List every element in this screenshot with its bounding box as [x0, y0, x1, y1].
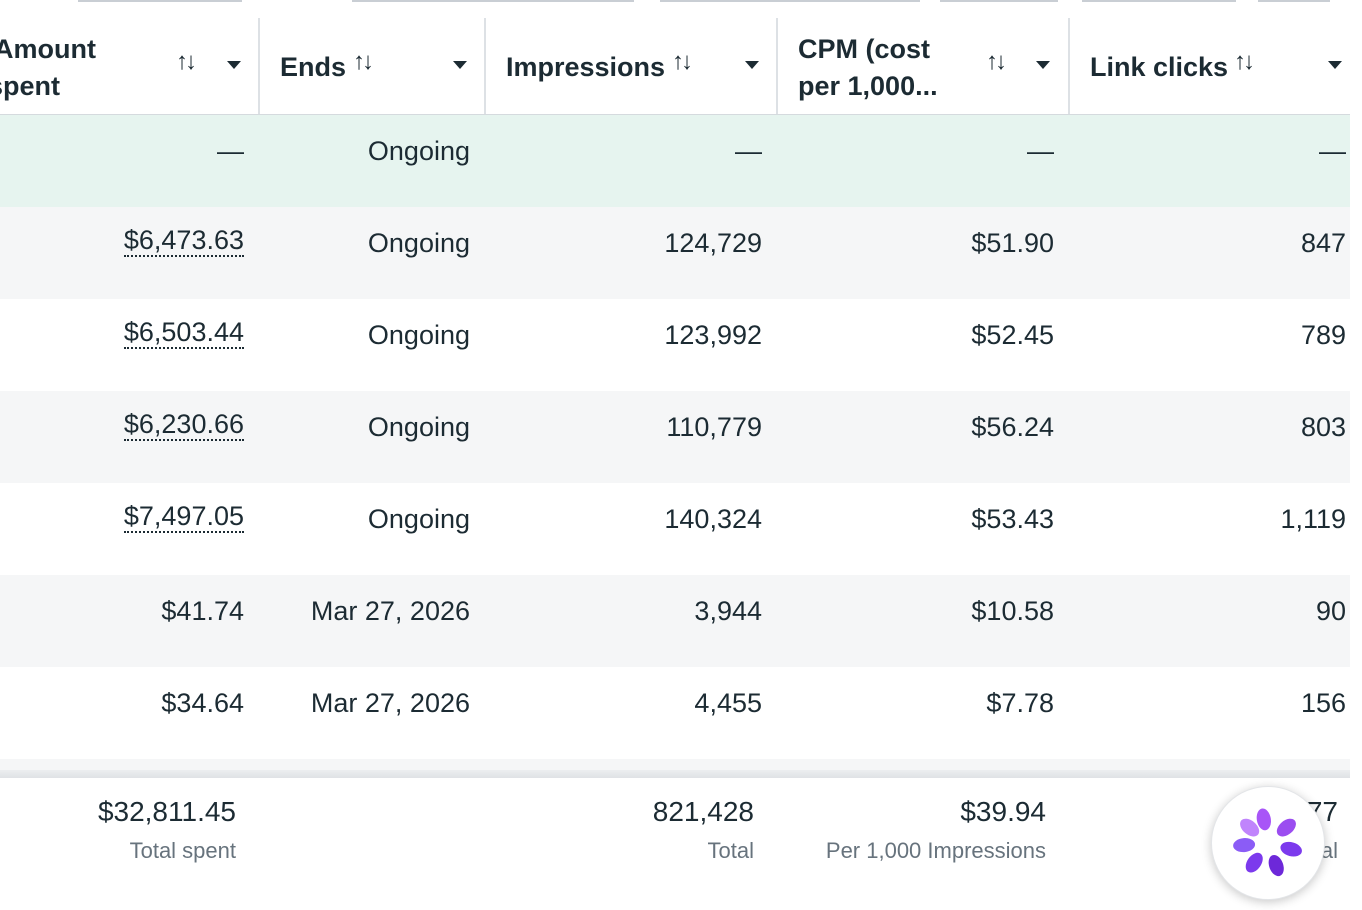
- dropdown-caret-icon[interactable]: [1036, 61, 1050, 69]
- top-scroll-strip: [0, 0, 1362, 20]
- table-row[interactable]: $6,230.66 Ongoing 110,779 $56.24 803: [0, 391, 1350, 483]
- cell-amount-spent: $34.64: [161, 688, 244, 718]
- total-amount-spent: $32,811.45: [97, 796, 236, 827]
- sort-icon[interactable]: ↑↓: [986, 48, 1007, 75]
- total-cpm: $39.94: [960, 796, 1046, 827]
- cell-link-clicks: 789: [1300, 320, 1346, 350]
- cell-ends: Mar 27, 2026: [310, 596, 470, 626]
- cell-cpm: $7.78: [986, 688, 1054, 718]
- cell-impressions: —: [735, 136, 762, 166]
- cell-link-clicks: 90: [1315, 596, 1346, 626]
- totals-row: $32,811.45 Total spent 821,428 Total $39…: [0, 778, 1350, 910]
- cell-amount-spent[interactable]: $6,230.66: [123, 409, 244, 441]
- column-header-link-clicks[interactable]: Link clicks ↑↓: [1070, 18, 1350, 114]
- dropdown-caret-icon[interactable]: [453, 61, 467, 69]
- cell-amount-spent[interactable]: $6,503.44: [123, 317, 244, 349]
- table-row[interactable]: — Ongoing — — —: [0, 115, 1350, 207]
- cell-impressions: 123,992: [664, 320, 762, 350]
- column-header-cpm[interactable]: CPM (cost per 1,000... ↑↓: [778, 18, 1070, 114]
- sort-icon[interactable]: ↑↓: [1234, 48, 1255, 75]
- cell-cpm: $52.45: [971, 320, 1054, 350]
- totals-divider: [0, 770, 1350, 778]
- cell-link-clicks: 803: [1300, 412, 1346, 442]
- cell-link-clicks: —: [1319, 136, 1346, 166]
- column-title-line2: spent: [0, 71, 61, 101]
- cell-amount-spent[interactable]: $6,473.63: [123, 225, 244, 257]
- cell-ends: Ongoing: [367, 228, 470, 258]
- cell-cpm: $53.43: [971, 504, 1054, 534]
- column-header-ends[interactable]: Ends ↑↓: [260, 18, 486, 114]
- cell-impressions: 3,944: [694, 596, 762, 626]
- cell-impressions: 4,455: [694, 688, 762, 718]
- cell-amount-spent: —: [217, 136, 244, 166]
- cell-link-clicks: 847: [1300, 228, 1346, 258]
- cell-ends: Mar 27, 2026: [310, 688, 470, 718]
- flower-logo-icon: [1233, 808, 1302, 877]
- column-title: Impressions: [506, 52, 666, 82]
- table-row[interactable]: $7,497.05 Ongoing 140,324 $53.43 1,119: [0, 483, 1350, 575]
- sort-icon[interactable]: ↑↓: [672, 48, 693, 75]
- cell-ends: Ongoing: [367, 320, 470, 350]
- total-impressions: 821,428: [652, 796, 754, 827]
- sort-icon[interactable]: ↑↓: [176, 48, 197, 75]
- cell-amount-spent: $41.74: [161, 596, 244, 626]
- sort-icon[interactable]: ↑↓: [353, 48, 374, 75]
- column-title: CPM (cost: [798, 34, 931, 64]
- total-impressions-label: Total: [707, 838, 754, 863]
- table-header: Amount spent ↑↓ Ends ↑↓ Impressions ↑↓ C…: [0, 18, 1350, 116]
- cell-link-clicks: 156: [1300, 688, 1346, 718]
- cell-link-clicks: 1,119: [1280, 504, 1346, 534]
- column-header-impressions[interactable]: Impressions ↑↓: [486, 18, 778, 114]
- table-row[interactable]: $41.74 Mar 27, 2026 3,944 $10.58 90: [0, 575, 1350, 667]
- cell-cpm: $56.24: [971, 412, 1054, 442]
- table-row[interactable]: $34.64 Mar 27, 2026 4,455 $7.78 156: [0, 667, 1350, 759]
- table-row-partial: [0, 759, 1350, 770]
- column-title: Ends: [280, 52, 347, 82]
- cell-ends: Ongoing: [367, 412, 470, 442]
- cell-ends: Ongoing: [367, 136, 470, 166]
- vertical-scrollbar[interactable]: [1350, 18, 1362, 910]
- cell-amount-spent[interactable]: $7,497.05: [123, 501, 244, 533]
- column-title: Link clicks: [1090, 52, 1229, 82]
- column-header-amount-spent[interactable]: Amount spent ↑↓: [0, 18, 260, 114]
- assistant-button[interactable]: [1211, 786, 1325, 900]
- cell-cpm: $51.90: [971, 228, 1054, 258]
- column-title: Amount: [0, 34, 96, 64]
- dropdown-caret-icon[interactable]: [227, 61, 241, 69]
- cell-cpm: $10.58: [971, 596, 1054, 626]
- total-cpm-label: Per 1,000 Impressions: [825, 838, 1046, 863]
- cell-impressions: 124,729: [664, 228, 762, 258]
- table-row[interactable]: $6,473.63 Ongoing 124,729 $51.90 847: [0, 207, 1350, 299]
- cell-impressions: 110,779: [666, 412, 762, 442]
- cell-impressions: 140,324: [664, 504, 762, 534]
- column-title-line2: per 1,000...: [798, 71, 938, 101]
- total-amount-spent-label: Total spent: [129, 838, 236, 863]
- dropdown-caret-icon[interactable]: [745, 61, 759, 69]
- cell-cpm: —: [1027, 136, 1054, 166]
- table-row[interactable]: $6,503.44 Ongoing 123,992 $52.45 789: [0, 299, 1350, 391]
- cell-ends: Ongoing: [367, 504, 470, 534]
- dropdown-caret-icon[interactable]: [1328, 61, 1342, 69]
